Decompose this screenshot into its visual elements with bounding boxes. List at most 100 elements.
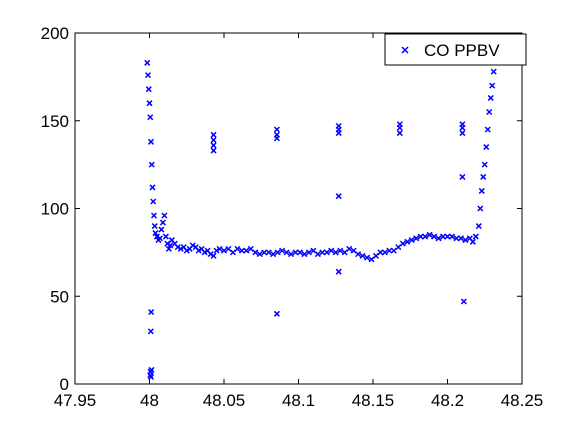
data-point [283, 249, 290, 256]
data-point [210, 142, 217, 149]
data-point [396, 124, 403, 131]
data-point [453, 235, 460, 242]
data-point [335, 268, 342, 275]
data-point [487, 94, 494, 101]
data-point [396, 130, 403, 137]
data-point [279, 247, 286, 254]
y-tick-label: 0 [60, 375, 69, 394]
data-point [210, 137, 217, 144]
data-point [273, 126, 280, 133]
data-point [431, 233, 438, 240]
data-point [480, 173, 487, 180]
data-point [165, 245, 172, 252]
data-point [489, 82, 496, 89]
data-point [162, 233, 169, 240]
data-point [234, 245, 241, 252]
data-point [404, 238, 411, 245]
data-point [270, 251, 277, 258]
data-point [448, 233, 456, 240]
data-point [148, 366, 155, 373]
data-point [216, 245, 223, 252]
data-point [292, 249, 299, 256]
data-point [147, 328, 154, 335]
data-point [486, 108, 493, 116]
legend-label: CO PPBV [424, 41, 500, 60]
x-tick-label: 48.2 [431, 391, 464, 410]
data-point [413, 235, 420, 242]
axes: 47.95 48 48.05 48.1 48.15 48.2 48.25 0 50 100 150 2… [41, 24, 544, 410]
data-point [148, 309, 155, 316]
data-point [484, 126, 491, 133]
data-point [148, 161, 155, 168]
data-point [355, 251, 362, 258]
data-point [459, 173, 466, 180]
x-tick-label: 48.25 [501, 391, 544, 410]
data-point [147, 373, 155, 381]
legend-marker [401, 46, 409, 54]
data-point [274, 249, 281, 256]
data-point [335, 193, 342, 200]
data-point [144, 59, 151, 66]
plot-area [75, 33, 522, 384]
data-point [422, 233, 429, 240]
data-point [417, 233, 424, 240]
data-point [243, 247, 250, 254]
data-point [151, 223, 158, 230]
data-point [146, 100, 153, 107]
data-point [335, 130, 342, 137]
data-point [147, 114, 154, 121]
data-point [457, 235, 464, 242]
data-point [210, 252, 217, 259]
data-point [273, 310, 280, 317]
data-point [153, 233, 160, 240]
data-point [490, 68, 497, 75]
data-point [477, 205, 484, 212]
data-point [337, 247, 344, 254]
data-point [150, 198, 157, 205]
data-point [158, 226, 165, 233]
data-point [319, 249, 326, 256]
data-point [323, 249, 330, 256]
data-point [459, 130, 466, 137]
data-point [238, 247, 245, 254]
data-point [149, 184, 156, 191]
data-point [462, 237, 469, 244]
data-point [288, 251, 295, 258]
data-point [152, 230, 159, 237]
data-point [459, 124, 466, 131]
data-point [478, 187, 485, 194]
data-point [145, 86, 152, 93]
data-point [481, 161, 488, 168]
data-point [201, 249, 208, 256]
data-point [314, 251, 321, 258]
data-point [167, 242, 174, 249]
data-point [174, 244, 181, 251]
y-tick-label: 100 [41, 200, 69, 219]
data-point [189, 242, 196, 249]
x-tick-label: 48.05 [203, 391, 246, 410]
data-point [150, 212, 158, 219]
x-tick-label: 48 [140, 391, 159, 410]
data-point [381, 249, 388, 256]
data-point [483, 144, 490, 151]
data-point [426, 231, 433, 238]
legend: CO PPBV [384, 33, 527, 66]
data-point [328, 247, 335, 254]
data-point [161, 212, 168, 219]
data-point [252, 249, 259, 256]
data-point [261, 249, 268, 256]
data-point [144, 72, 152, 79]
x-tick-label: 48.1 [282, 391, 315, 410]
data-point [220, 247, 228, 254]
data-point [210, 147, 217, 154]
x-tick-label: 48.15 [352, 391, 395, 410]
data-point [435, 235, 442, 242]
y-tick-label: 150 [41, 112, 69, 131]
data-point [156, 235, 163, 242]
data-point [332, 249, 339, 256]
data-point [377, 249, 384, 256]
data-point [359, 252, 366, 259]
data-point [469, 238, 476, 245]
